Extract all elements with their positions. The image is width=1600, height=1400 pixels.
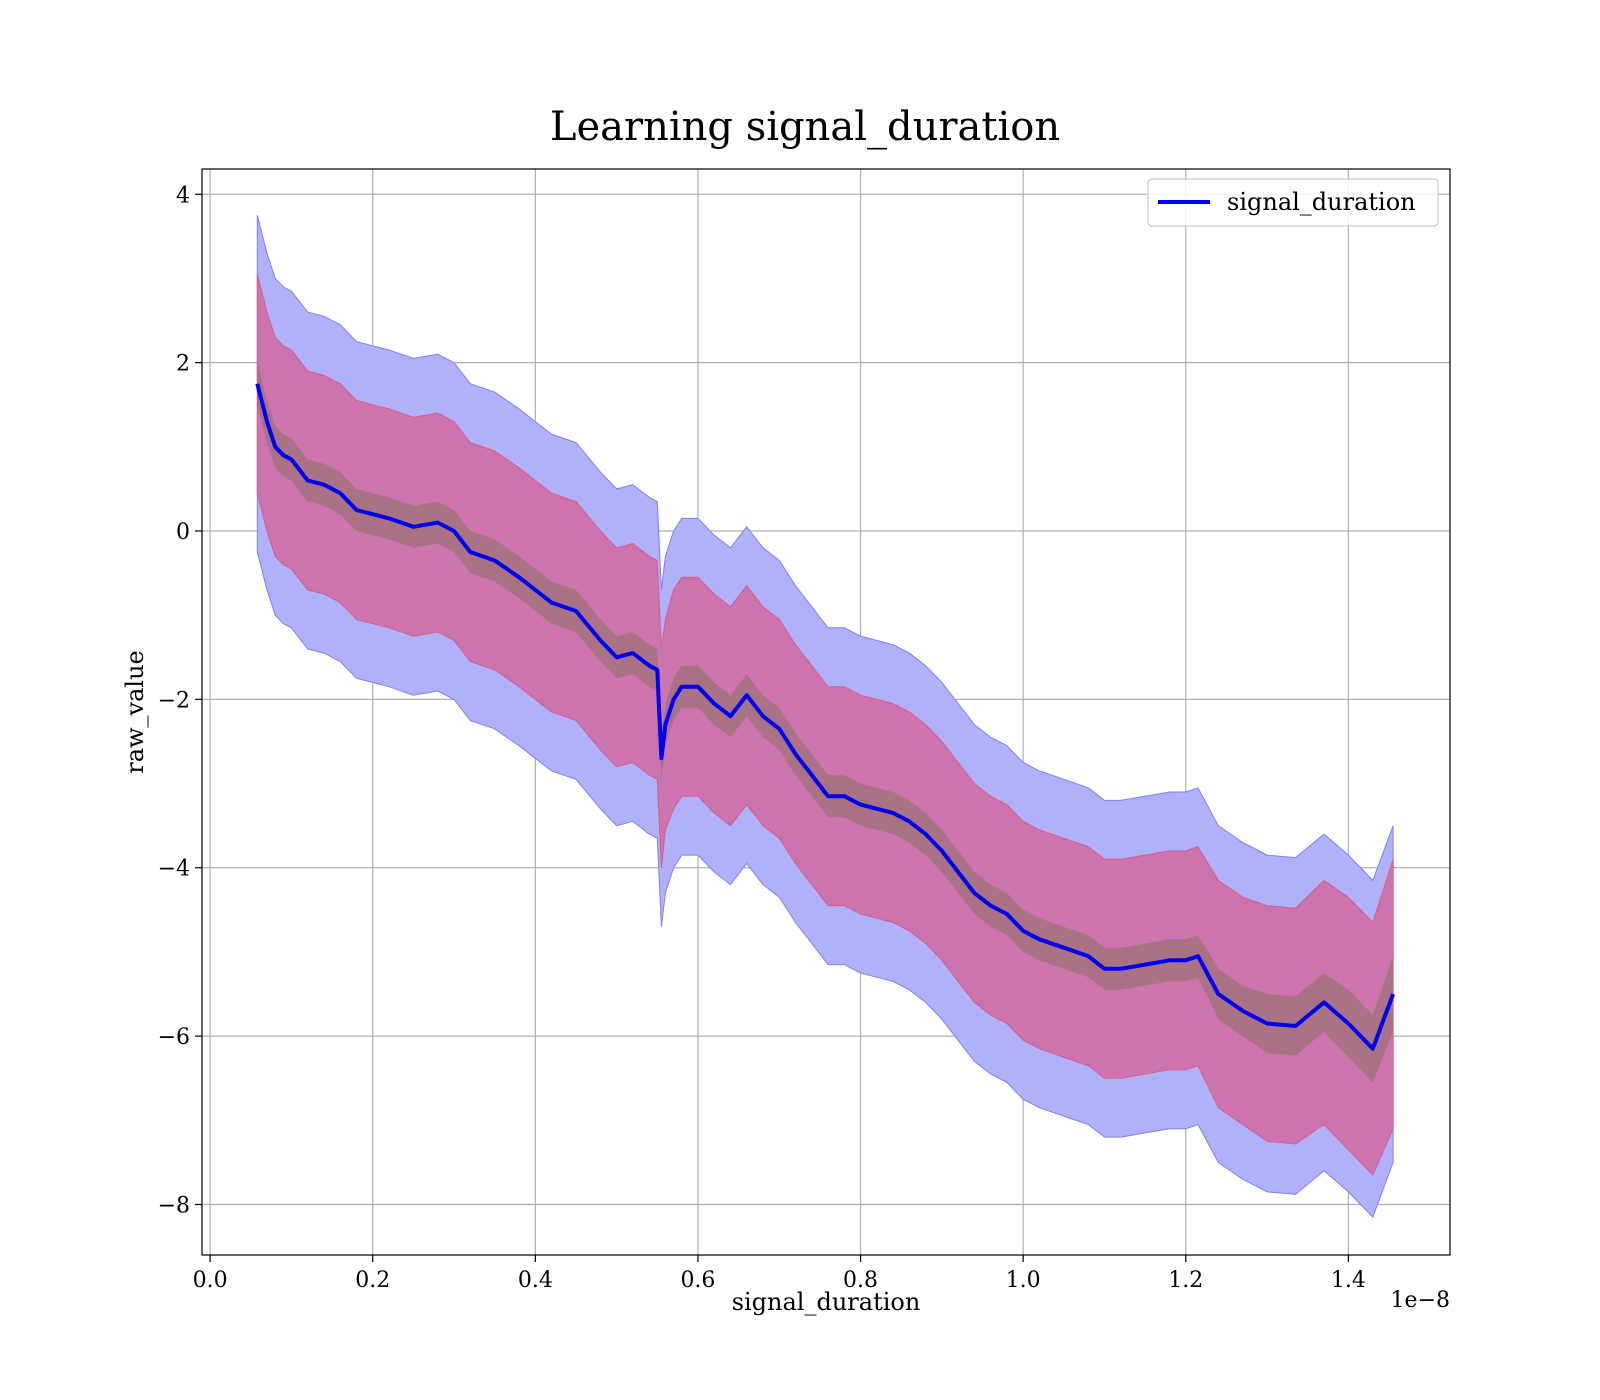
x-axis-ticks: 0.0 0.2 0.4 0.6 0.8 1.0 1.2 1.4 [193,1255,1366,1293]
y-axis-label: raw_value [121,650,149,774]
y-tick-label: −6 [158,1025,190,1050]
x-tick-label: 1.4 [1331,1268,1366,1293]
inner-confidence-band [257,362,1394,1083]
x-tick-label: 0.4 [518,1268,553,1293]
x-tick-label: 0.2 [355,1268,390,1293]
series-lines [255,383,1395,1051]
x-tick-label: 1.2 [1168,1268,1203,1293]
y-tick-label: −4 [158,857,190,882]
x-tick-label: 1.0 [1006,1268,1041,1293]
y-tick-label: 2 [176,352,190,377]
axes-frame [201,168,1451,1256]
legend-entry-signal-duration: signal_duration [1227,188,1416,216]
confidence-bands [256,215,1394,1219]
x-axis-offset-text: 1e−8 [1391,1288,1450,1313]
series-line-signal-duration [255,383,1395,1051]
y-tick-label: 0 [176,520,190,545]
plot-area [201,168,1451,1256]
x-tick-label: 0.6 [680,1268,715,1293]
x-tick-label: 0.0 [193,1268,228,1293]
legend-frame [1147,178,1439,227]
chart-title: Learning signal_duration [550,104,1060,150]
y-tick-label: −2 [158,688,190,713]
y-axis-ticks: 4 2 0 −2 −4 −6 −8 [158,183,202,1218]
y-tick-label: −8 [158,1193,190,1218]
x-tick-label: 0.8 [843,1268,878,1293]
legend: signal_duration [1147,178,1439,227]
x-axis-label: signal_duration [732,1288,921,1316]
y-tick-label: 4 [176,183,190,208]
